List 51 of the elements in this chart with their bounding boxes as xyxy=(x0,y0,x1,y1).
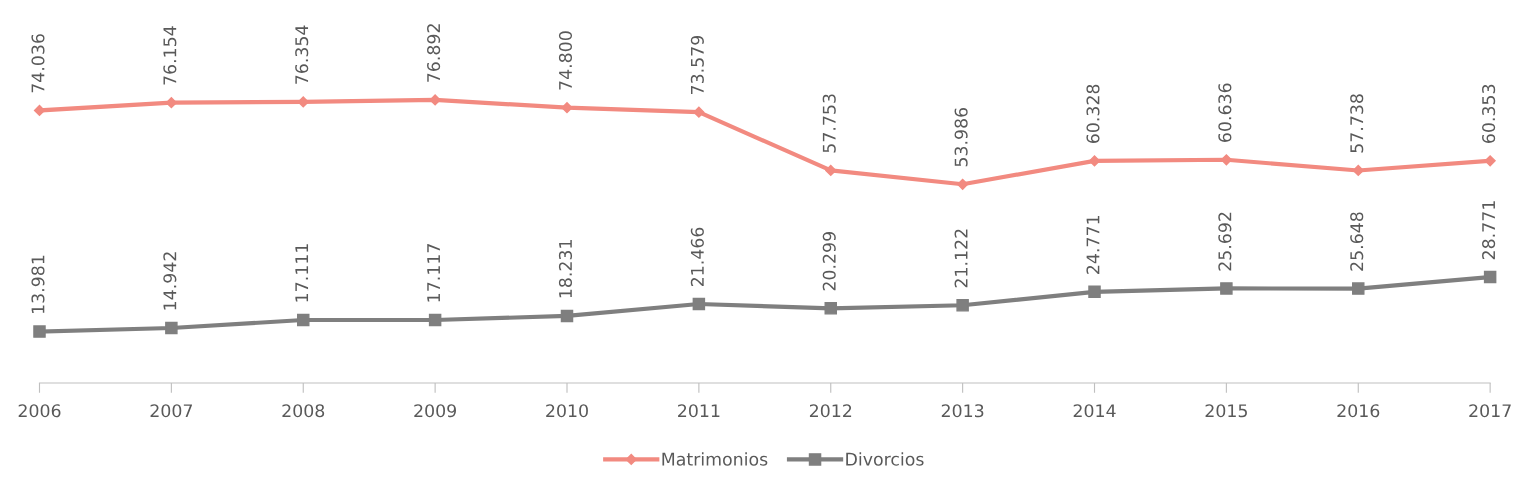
point xyxy=(1088,285,1101,299)
x-tick-label: 2012 xyxy=(809,404,852,418)
data-label: 20.299 xyxy=(822,232,836,291)
data-label: 57.738 xyxy=(1350,94,1364,153)
point xyxy=(296,313,310,327)
point xyxy=(692,297,706,311)
data-label: 25.692 xyxy=(1218,212,1232,271)
data-label: 74.800 xyxy=(558,31,573,90)
data-label: 24.771 xyxy=(1086,216,1100,274)
x-tick-label: 2011 xyxy=(678,404,720,418)
point xyxy=(1220,282,1233,295)
point xyxy=(1483,270,1497,284)
data-label: 74.036 xyxy=(31,34,45,93)
data-label: 76.892 xyxy=(427,24,441,82)
x-tick-label: 2006 xyxy=(18,404,61,418)
point xyxy=(33,325,46,338)
data-label: 60.328 xyxy=(1086,84,1100,144)
point xyxy=(165,321,178,335)
x-tick-label: 2017 xyxy=(1469,404,1511,418)
point xyxy=(957,178,969,190)
data-label: 76.354 xyxy=(295,25,309,84)
x-tick-label: 2009 xyxy=(414,404,456,418)
data-label: 25.648 xyxy=(1350,212,1364,271)
data-label: 17.117 xyxy=(427,244,440,302)
x-tick-label: 2014 xyxy=(1073,404,1116,418)
data-label: 14.942 xyxy=(163,252,177,310)
data-label: 28.771 xyxy=(1482,201,1496,260)
legend-label: Divorcios xyxy=(846,452,924,466)
data-label: 17.111 xyxy=(295,244,309,302)
data-label: 53.986 xyxy=(954,107,968,167)
point xyxy=(824,302,838,315)
x-tick-label: 2008 xyxy=(282,404,325,418)
data-label: 76.154 xyxy=(163,26,177,85)
point xyxy=(428,313,442,327)
point xyxy=(1352,282,1365,295)
data-label: 13.981 xyxy=(31,255,45,313)
point xyxy=(956,299,969,312)
legend-label: Matrimonios xyxy=(662,452,768,466)
data-label: 60.353 xyxy=(1482,84,1496,143)
x-tick-label: 2010 xyxy=(546,404,588,418)
point xyxy=(560,309,574,323)
x-tick-label: 2016 xyxy=(1337,404,1380,418)
data-label: 73.579 xyxy=(690,35,704,95)
x-tick-label: 2007 xyxy=(150,404,192,418)
data-label: 21.466 xyxy=(690,227,704,287)
data-label: 18.231 xyxy=(558,240,573,298)
data-label: 57.753 xyxy=(822,94,836,153)
data-label: 21.122 xyxy=(954,229,968,288)
x-tick-label: 2015 xyxy=(1205,404,1247,418)
x-tick-label: 2013 xyxy=(941,404,984,418)
data-label: 60.636 xyxy=(1218,83,1232,142)
